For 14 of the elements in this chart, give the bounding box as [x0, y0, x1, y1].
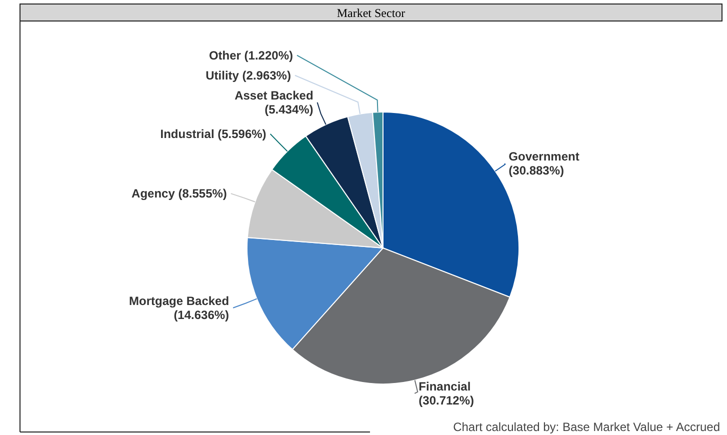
data-label: (30.712%)	[418, 393, 474, 408]
slice-label: Government	[508, 149, 580, 164]
data-label: (14.636%)	[174, 308, 230, 322]
data-label: (5.434%)	[264, 102, 314, 116]
slice-label: Other (1.220%)	[208, 48, 293, 62]
slice-label: Utility (2.963%)	[206, 68, 291, 82]
slice-label: Financial	[418, 379, 471, 394]
text: Chart calculated by: Base Market Value + Accrued	[453, 420, 720, 434]
slice-label: Agency (8.555%)	[132, 186, 227, 201]
slice-label: Mortgage Backed	[129, 294, 230, 308]
slice-label: Asset Backed	[234, 88, 314, 102]
data-label: (30.883%)	[508, 163, 564, 178]
slice-label: Industrial (5.596%)	[160, 126, 266, 141]
chart-title: Market Sector	[336, 6, 406, 20]
